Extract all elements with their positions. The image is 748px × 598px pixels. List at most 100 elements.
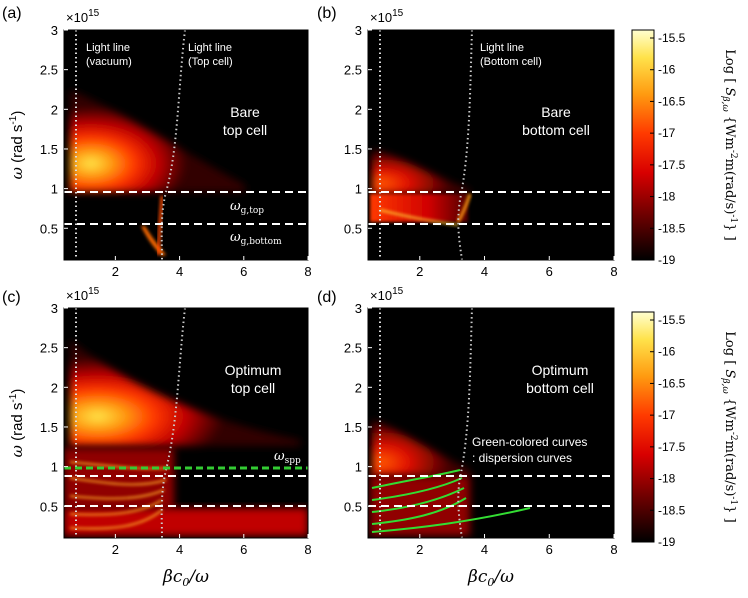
colorbar-tick-label: -17.5 — [658, 158, 686, 172]
panel-d: Optimum bottom cell Green-colored curves… — [317, 289, 615, 539]
colorbar-tick-label: -19 — [658, 535, 676, 549]
text-line: (vacuum) — [86, 56, 132, 68]
emission-region-c — [70, 340, 300, 446]
colorbar-bottom-ramp — [631, 311, 655, 543]
panel-title-line2-b: bottom cell — [522, 122, 590, 138]
omega-g-bottom-label: ωg,bottom — [230, 230, 282, 247]
xlabel-c: βc0/ω — [162, 567, 209, 589]
panel-title-line2-a: top cell — [223, 122, 267, 138]
y-tick-label-b: 2.5 — [344, 63, 362, 78]
x-tick-label-d: 4 — [481, 542, 488, 557]
y-tick-label-d: 1 — [355, 460, 362, 475]
colorbar-tick-label: -15.5 — [658, 31, 686, 45]
colorbar-tick-label: -17 — [658, 408, 676, 422]
colorbar-tick-label: -18.5 — [658, 503, 686, 517]
x-tick-label-a: 4 — [176, 264, 183, 279]
x-tick-label-a: 8 — [304, 264, 311, 279]
axes-frame-d — [367, 307, 615, 539]
x-tick-label-b: 8 — [610, 264, 617, 279]
xlabel-d: βc0/ω — [467, 567, 514, 589]
panel-title-line1-b: Bare — [541, 104, 571, 120]
colorbar-tick-label: -19 — [658, 253, 676, 267]
emission-region-b — [372, 150, 470, 194]
y-tick-label-a: 1 — [51, 182, 58, 197]
band-edge-b — [456, 193, 472, 223]
colorbar-top-ramp — [631, 29, 655, 261]
light-line-mode-a — [156, 195, 164, 256]
y-tick-label-c: 2.5 — [40, 341, 58, 356]
y-tick-label-c: 2 — [51, 380, 58, 395]
emission-region-d — [372, 420, 470, 476]
colorbar-tick-label: -17 — [658, 126, 676, 140]
light-line-vacuum-text-a: Light line (vacuum) — [86, 42, 132, 68]
y-tick-label-c: 1 — [51, 460, 58, 475]
x-tick-label-a: 6 — [240, 264, 247, 279]
panel-title-line2-c: top cell — [231, 380, 275, 396]
axes-frame-c — [63, 307, 309, 539]
y-tick-label-c: 3 — [51, 301, 58, 316]
panel-label-c: (c) — [2, 289, 21, 306]
colorbar-tick-label: -16 — [658, 63, 676, 77]
panel-title-line1-d: Optimum — [532, 362, 589, 378]
colorbar-tick-label: -16 — [658, 345, 676, 359]
x-tick-label-c: 8 — [304, 542, 311, 557]
colorbar-tick-label: -18 — [658, 472, 676, 486]
omega-g-top-label: ωg,top — [230, 199, 264, 216]
emission-region-a — [70, 90, 245, 192]
panel-c: Optimum top cell ωspp (c) — [2, 289, 309, 539]
x-tick-label-c: 4 — [176, 542, 183, 557]
colorbar-tick-label: -16.5 — [658, 94, 686, 108]
y-tick-label-a: 3 — [51, 23, 58, 38]
note-line2-d: : dispersion curves — [472, 451, 572, 465]
x-tick-label-c: 6 — [240, 542, 247, 557]
light-line-cell-c — [160, 307, 186, 539]
y-tick-label-a: 0.5 — [40, 221, 58, 236]
axes-frame-a — [63, 29, 309, 261]
axes-layer: 2 4 6 8 0.5 1 1.5 2 2.5 3 ×1015 ω (rad s-1) 2 4 6 8 0.5 1… — [8, 8, 618, 589]
x-tick-label-b: 6 — [546, 264, 553, 279]
y-tick-label-d: 1.5 — [344, 420, 362, 435]
panel-title-line2-d: bottom cell — [526, 380, 594, 396]
y-tick-label-b: 3 — [355, 23, 362, 38]
y-tick-label-b: 1 — [355, 182, 362, 197]
x-tick-label-b: 4 — [481, 264, 488, 279]
colorbar-tick-label: -16.5 — [658, 376, 686, 390]
dispersion-curves-d — [371, 469, 531, 533]
panel-title-line1-a: Bare — [230, 104, 260, 120]
colorbar-label: Log [ Sβ,ω {Wm-2m(rad/s)-1} ] — [720, 49, 738, 240]
band-region-b — [370, 194, 468, 222]
omega-spp-label: ωspp — [274, 449, 301, 466]
text-line: (Bottom cell) — [480, 56, 542, 68]
text-line: Light line — [188, 42, 232, 54]
y-tick-label-b: 1.5 — [344, 142, 362, 157]
heatmap-a — [70, 90, 245, 256]
light-line-cell-text-a: Light line (Top cell) — [188, 42, 233, 68]
panel-label-b: (b) — [317, 5, 337, 22]
colorbar-tick-label: -18 — [658, 190, 676, 204]
y-tick-label-d: 2.5 — [344, 341, 362, 356]
panel-label-d: (d) — [317, 289, 337, 306]
panel-title-line1-c: Optimum — [225, 362, 282, 378]
x-tick-label-d: 2 — [416, 542, 423, 557]
colorbar-label: Log [ Sβ,ω {Wm-2m(rad/s)-1} ] — [720, 331, 738, 522]
y-tick-label-b: 0.5 — [344, 221, 362, 236]
text-line: Light line — [480, 42, 524, 54]
ylabel-a: ω (rad s-1) — [8, 111, 26, 180]
y-tick-label-a: 2.5 — [40, 63, 58, 78]
text-line: (Top cell) — [188, 56, 233, 68]
x-tick-label-d: 6 — [546, 542, 553, 557]
axes-frame-b — [367, 29, 615, 261]
x-tick-label-a: 2 — [112, 264, 119, 279]
text-line: Light line — [86, 42, 130, 54]
y-tick-label-d: 2 — [355, 380, 362, 395]
colorbar-top — [631, 29, 655, 261]
x-tick-label-b: 2 — [416, 264, 423, 279]
multiplier-a: ×1015 — [66, 8, 100, 25]
panel-b: Light line (Bottom cell) Bare bottom cell… — [317, 5, 615, 261]
colorbar-tick-label: -18.5 — [658, 221, 686, 235]
colorbar-tick-label: -17.5 — [658, 440, 686, 454]
x-tick-label-d: 8 — [610, 542, 617, 557]
y-tick-label-d: 0.5 — [344, 499, 362, 514]
y-tick-label-a: 1.5 — [40, 142, 58, 157]
